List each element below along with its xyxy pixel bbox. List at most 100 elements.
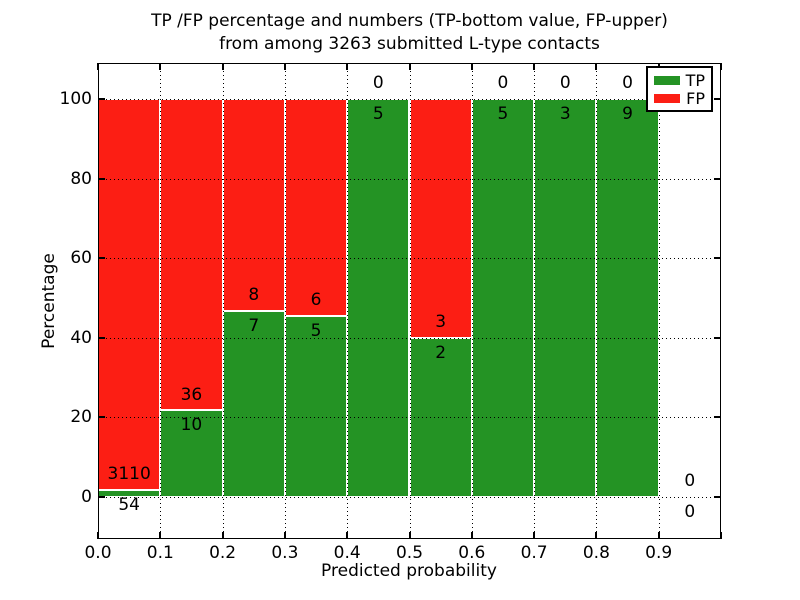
bar-label-fp-bin5: 3 [435, 311, 447, 332]
xtick-label-0.6: 0.6 [458, 543, 486, 563]
gridline-x-0.5 [409, 63, 411, 539]
ytick-left-100 [98, 98, 105, 100]
xtick-label-0.5: 0.5 [395, 543, 424, 563]
bar-label-tp-bin4: 5 [372, 103, 384, 124]
bar-label-tp-bin8: 9 [622, 103, 633, 124]
bar-segment-fp-bin0 [98, 99, 161, 491]
xtick-bottom-0.7 [533, 532, 536, 539]
bar-label-fp-bin9: 0 [684, 471, 696, 492]
bar-segment-tp-bin3 [284, 316, 348, 497]
ytick-left-60 [98, 257, 105, 260]
bar-label-tp-bin3: 5 [310, 321, 322, 342]
bar-segment-tp-bin4 [347, 99, 410, 497]
ytick-right-40 [714, 336, 721, 339]
ytick-left-0 [98, 496, 105, 498]
bar-label-tp-bin0: 54 [118, 495, 140, 516]
ytick-label-60: 60 [70, 248, 92, 269]
xtick-top-0.0 [97, 63, 99, 70]
legend-label-tp: TP [685, 70, 705, 90]
ytick-left-80 [98, 177, 105, 180]
chart-title-line2: from among 3263 submitted L-type contact… [219, 34, 600, 54]
xtick-top-0.7 [533, 63, 536, 70]
xtick-top-0.4 [346, 63, 349, 70]
xtick-top-0.6 [470, 63, 473, 70]
bar-label-fp-bin4: 0 [372, 73, 384, 94]
bar-segment-tp-bin8 [596, 99, 659, 497]
bar-segment-fp-bin5 [409, 99, 472, 338]
xtick-bottom-1.0 [720, 532, 722, 539]
ytick-right-20 [714, 416, 721, 419]
bar-label-tp-bin9: 0 [684, 501, 696, 522]
bar-label-fp-bin1: 36 [180, 384, 203, 405]
chart-title-line1: TP /FP percentage and numbers (TP-bottom… [151, 11, 668, 31]
ytick-label-20: 20 [70, 407, 92, 428]
xtick-label-0.4: 0.4 [333, 543, 361, 563]
bar-segment-tp-bin6 [471, 99, 535, 497]
xtick-label-0.7: 0.7 [520, 543, 548, 563]
xtick-bottom-0.1 [159, 532, 162, 539]
xtick-top-0.5 [408, 63, 411, 70]
xtick-label-0.1: 0.1 [146, 543, 174, 563]
ytick-right-60 [714, 257, 721, 260]
ytick-left-40 [98, 336, 105, 339]
xtick-label-0.8: 0.8 [582, 543, 610, 563]
bar-segment-tp-bin1 [160, 410, 223, 497]
bar-label-fp-bin7: 0 [559, 73, 571, 94]
gridline-x-0.1 [160, 63, 162, 539]
gridline-x-0.3 [284, 63, 286, 539]
ytick-label-40: 40 [70, 327, 92, 348]
bar-label-fp-bin8: 0 [622, 73, 633, 94]
xtick-label-0.9: 0.9 [645, 543, 673, 563]
ytick-right-0 [714, 496, 721, 498]
xtick-bottom-0.2 [221, 532, 224, 539]
legend-swatch-fp-icon [654, 93, 680, 103]
gridline-x-0.4 [347, 63, 349, 539]
bar-label-fp-bin0: 3110 [107, 464, 151, 485]
xtick-top-1.0 [720, 63, 722, 70]
xtick-bottom-0.3 [283, 532, 286, 539]
legend-entry-fp: FP [654, 90, 705, 107]
bar-segment-tp-bin2 [222, 311, 285, 497]
xtick-label-0.0: 0.0 [84, 543, 112, 563]
xtick-bottom-0.6 [470, 532, 473, 539]
xtick-bottom-0.4 [346, 532, 349, 539]
ytick-label-0: 0 [81, 487, 92, 507]
xtick-bottom-0.8 [595, 532, 598, 539]
xtick-bottom-0.0 [97, 532, 99, 539]
ytick-left-20 [98, 416, 105, 419]
ytick-label-80: 80 [70, 168, 92, 189]
bar-segment-fp-bin1 [160, 99, 223, 411]
legend: TP FP [646, 66, 713, 112]
legend-label-fp: FP [686, 88, 705, 108]
gridline-x-0.2 [222, 63, 224, 539]
bar-segment-fp-bin3 [284, 99, 348, 317]
bar-label-fp-bin2: 8 [248, 285, 260, 306]
xtick-top-0.2 [221, 63, 224, 70]
bar-label-tp-bin2: 7 [248, 316, 260, 337]
bar-label-fp-bin6: 0 [497, 73, 509, 94]
xtick-bottom-0.9 [657, 532, 660, 539]
xtick-bottom-0.5 [408, 532, 411, 539]
bar-label-fp-bin3: 6 [310, 290, 322, 311]
ytick-label-100: 100 [59, 89, 92, 109]
legend-swatch-tp-icon [654, 75, 680, 85]
ytick-right-100 [714, 98, 721, 100]
bar-segment-tp-bin7 [534, 99, 597, 497]
xtick-label-0.2: 0.2 [209, 543, 237, 563]
x-axis-label: Predicted probability [321, 561, 497, 581]
bar-label-tp-bin1: 10 [180, 415, 203, 436]
gridline-x-0.7 [534, 63, 536, 539]
bar-label-tp-bin5: 2 [435, 342, 447, 363]
bar-segment-fp-bin2 [222, 99, 285, 312]
ytick-right-80 [714, 177, 721, 180]
xtick-top-0.3 [283, 63, 286, 70]
legend-entry-tp: TP [654, 72, 705, 89]
xtick-top-0.1 [159, 63, 162, 70]
bar-label-tp-bin6: 5 [497, 103, 509, 124]
bar-label-tp-bin7: 3 [559, 103, 571, 124]
xtick-top-0.8 [595, 63, 598, 70]
gridline-x-0.9 [658, 63, 660, 539]
xtick-label-0.3: 0.3 [271, 543, 299, 563]
gridline-x-0.6 [471, 63, 473, 539]
